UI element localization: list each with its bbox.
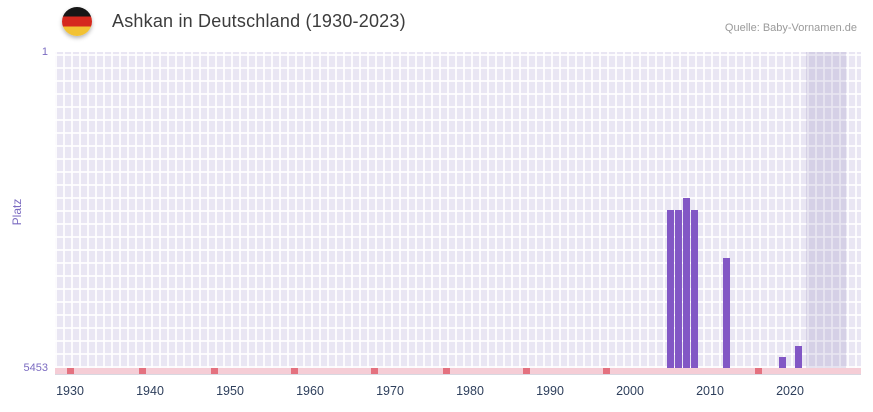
x-tick-2000: 2000 — [616, 384, 644, 398]
plot-area — [55, 52, 861, 368]
chart-title: Ashkan in Deutschland (1930-2023) — [112, 11, 406, 31]
baseline-strip — [55, 368, 861, 374]
x-tick-1940: 1940 — [136, 384, 164, 398]
x-tick-2010: 2010 — [696, 384, 724, 398]
x-tick-1990: 1990 — [536, 384, 564, 398]
x-tick-2020: 2020 — [776, 384, 804, 398]
x-tick-1970: 1970 — [376, 384, 404, 398]
bar-2005[interactable] — [666, 210, 674, 368]
y-tick-bottom: 5453 — [23, 362, 48, 374]
x-axis-tick-labels: 1930 1940 1950 1960 1970 1980 1990 2000 2010 2020 — [55, 384, 861, 402]
y-axis-label: Platz — [10, 198, 24, 226]
no-rank-mark-1948[interactable] — [210, 368, 218, 374]
bar-2006[interactable] — [674, 210, 682, 368]
x-tick-1930: 1930 — [56, 384, 84, 398]
no-rank-mark-1939[interactable] — [138, 368, 146, 374]
x-tick-1980: 1980 — [456, 384, 484, 398]
bar-2007[interactable] — [682, 198, 690, 368]
x-tick-1950: 1950 — [216, 384, 244, 398]
no-rank-mark-1977[interactable] — [442, 368, 450, 374]
german-flag-icon — [62, 7, 92, 36]
no-rank-mark-1930[interactable] — [66, 368, 74, 374]
bar-2019[interactable] — [778, 356, 786, 368]
x-axis-line — [55, 374, 861, 375]
bar-2012[interactable] — [722, 257, 730, 368]
no-rank-mark-1968[interactable] — [370, 368, 378, 374]
no-rank-mark-1997[interactable] — [602, 368, 610, 374]
current-period-highlight-band — [806, 52, 846, 368]
bar-2021[interactable] — [794, 346, 802, 368]
no-rank-mark-1987[interactable] — [522, 368, 530, 374]
bar-2008[interactable] — [690, 210, 698, 368]
x-tick-1960: 1960 — [296, 384, 324, 398]
no-rank-mark-1958[interactable] — [290, 368, 298, 374]
no-rank-mark-2016[interactable] — [754, 368, 762, 374]
source-credit: Quelle: Baby-Vornamen.de — [724, 22, 857, 34]
y-tick-top: 1 — [41, 46, 48, 58]
